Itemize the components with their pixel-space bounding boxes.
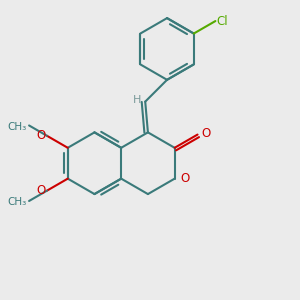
Text: H: H — [133, 95, 141, 105]
Text: O: O — [36, 184, 45, 197]
Text: Cl: Cl — [217, 15, 229, 28]
Text: CH₃: CH₃ — [7, 197, 26, 207]
Text: methoxy: methoxy — [25, 144, 31, 145]
Text: O: O — [180, 172, 189, 185]
Text: CH₃: CH₃ — [7, 122, 26, 132]
Text: O: O — [201, 127, 211, 140]
Text: O: O — [36, 129, 45, 142]
